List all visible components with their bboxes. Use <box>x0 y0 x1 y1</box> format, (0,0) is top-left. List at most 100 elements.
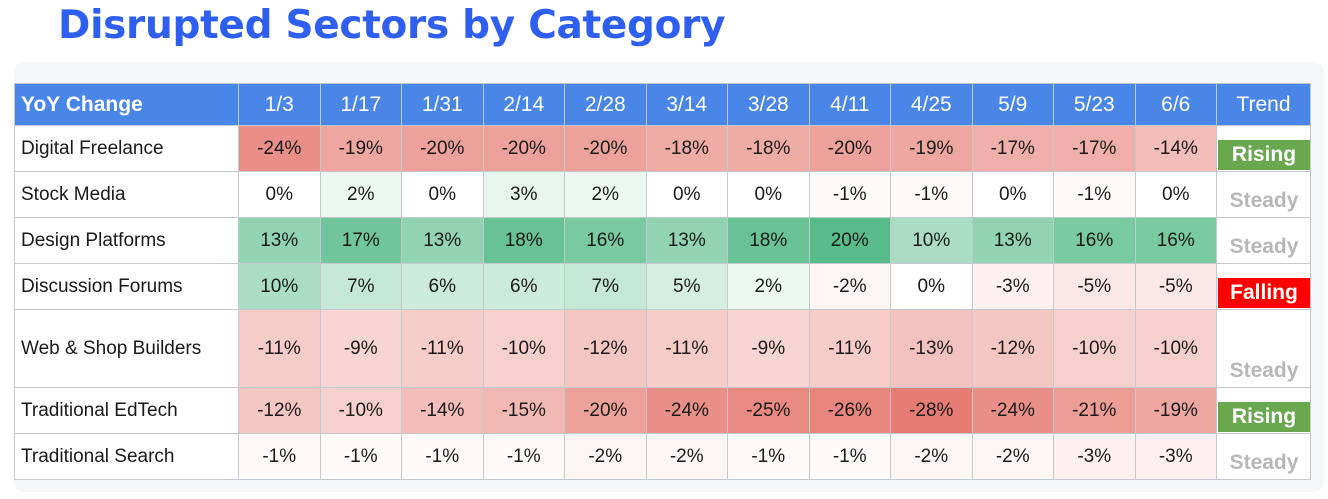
value-cell: -20% <box>564 125 647 172</box>
value-cell: 10% <box>890 217 973 264</box>
value-cell: -26% <box>808 387 891 434</box>
row-label-discussion-forums: Discussion Forums <box>14 263 239 310</box>
value-cell: -19% <box>319 125 402 172</box>
value-cell: -1% <box>727 433 810 480</box>
value-cell: -5% <box>1053 263 1136 310</box>
page-title: Disrupted Sectors by Category <box>58 3 726 48</box>
value-cell: -18% <box>645 125 728 172</box>
value-cell: 18% <box>727 217 810 264</box>
value-cell: 2% <box>564 171 647 218</box>
column-header: 3/28 <box>727 83 810 126</box>
column-header: 2/14 <box>482 83 565 126</box>
row-label-design-platforms: Design Platforms <box>14 217 239 264</box>
value-cell: -11% <box>645 309 728 388</box>
column-header: 1/17 <box>319 83 402 126</box>
value-cell: -1% <box>808 171 891 218</box>
table-row: Web & Shop Builders -11% -9% -11% -10% -12% -1… <box>14 309 1311 388</box>
value-cell: -3% <box>971 263 1054 310</box>
value-cell: -14% <box>401 387 484 434</box>
row-label-traditional-edtech: Traditional EdTech <box>14 387 239 434</box>
value-cell: -12% <box>564 309 647 388</box>
row-label-web-and-shop-builders: Web & Shop Builders <box>14 309 239 388</box>
trend-badge-rising: Rising <box>1218 140 1310 170</box>
value-cell: -12% <box>971 309 1054 388</box>
trend-badge-falling: Falling <box>1218 278 1310 308</box>
value-cell: -17% <box>1053 125 1136 172</box>
value-cell: 18% <box>482 217 565 264</box>
value-cell: -3% <box>1053 433 1136 480</box>
value-cell: -28% <box>890 387 973 434</box>
value-cell: -24% <box>971 387 1054 434</box>
value-cell: -12% <box>238 387 321 434</box>
table-row: Traditional Search -1% -1% -1% -1% -2% -2% -1% -… <box>14 433 1311 480</box>
value-cell: 17% <box>319 217 402 264</box>
value-cell: 7% <box>564 263 647 310</box>
value-cell: -10% <box>319 387 402 434</box>
column-header: 2/28 <box>564 83 647 126</box>
value-cell: -20% <box>482 125 565 172</box>
value-cell: 2% <box>319 171 402 218</box>
header-row: YoY Change 1/3 1/17 1/31 2/14 2/28 3/14 … <box>14 83 1311 126</box>
value-cell: -11% <box>808 309 891 388</box>
trend-badge-steady: Steady <box>1229 235 1299 258</box>
value-cell: 16% <box>1053 217 1136 264</box>
trend-cell: Steady <box>1216 433 1311 480</box>
value-cell: 0% <box>238 171 321 218</box>
trend-badge-rising: Rising <box>1218 402 1310 432</box>
value-cell: -11% <box>401 309 484 388</box>
table-row: Design Platforms 13% 17% 13% 18% 16% 13% 18% 20%… <box>14 217 1311 264</box>
value-cell: 13% <box>238 217 321 264</box>
value-cell: -19% <box>1134 387 1217 434</box>
value-cell: -9% <box>319 309 402 388</box>
value-cell: 0% <box>971 171 1054 218</box>
value-cell: -1% <box>482 433 565 480</box>
value-cell: -9% <box>727 309 810 388</box>
value-cell: -1% <box>808 433 891 480</box>
value-cell: -21% <box>1053 387 1136 434</box>
row-label-stock-media: Stock Media <box>14 171 239 218</box>
trend-badge-steady: Steady <box>1229 359 1299 382</box>
value-cell: 13% <box>401 217 484 264</box>
value-cell: -10% <box>1053 309 1136 388</box>
value-cell: -2% <box>890 433 973 480</box>
value-cell: -20% <box>808 125 891 172</box>
value-cell: -17% <box>971 125 1054 172</box>
value-cell: -3% <box>1134 433 1217 480</box>
table-row: Discussion Forums 10% 7% 6% 6% 7% 5% 2% -2% 0% -3%… <box>14 263 1311 310</box>
value-cell: -24% <box>238 125 321 172</box>
value-cell: -5% <box>1134 263 1217 310</box>
value-cell: -1% <box>890 171 973 218</box>
value-cell: 6% <box>482 263 565 310</box>
value-cell: 16% <box>564 217 647 264</box>
column-header: 6/6 <box>1134 83 1217 126</box>
value-cell: 0% <box>1134 171 1217 218</box>
value-cell: -18% <box>727 125 810 172</box>
value-cell: -1% <box>319 433 402 480</box>
trend-badge-steady: Steady <box>1229 189 1299 212</box>
value-cell: 20% <box>808 217 891 264</box>
trend-cell: Rising <box>1216 387 1311 434</box>
value-cell: -24% <box>645 387 728 434</box>
row-label-traditional-search: Traditional Search <box>14 433 239 480</box>
row-label-digital-freelance: Digital Freelance <box>14 125 239 172</box>
trend-badge-steady: Steady <box>1229 451 1299 474</box>
value-cell: -19% <box>890 125 973 172</box>
value-cell: -11% <box>238 309 321 388</box>
table-row: Digital Freelance -24% -19% -20% -20% -20% -18… <box>14 125 1311 172</box>
value-cell: -2% <box>808 263 891 310</box>
value-cell: -10% <box>1134 309 1217 388</box>
value-cell: -2% <box>645 433 728 480</box>
trend-cell: Steady <box>1216 217 1311 264</box>
value-cell: -1% <box>238 433 321 480</box>
trend-cell: Rising <box>1216 125 1311 172</box>
value-cell: 7% <box>319 263 402 310</box>
table-row: Traditional EdTech -12% -10% -14% -15% -20% -2… <box>14 387 1311 434</box>
column-header: 5/23 <box>1053 83 1136 126</box>
value-cell: -15% <box>482 387 565 434</box>
value-cell: -2% <box>971 433 1054 480</box>
value-cell: -2% <box>564 433 647 480</box>
value-cell: -13% <box>890 309 973 388</box>
value-cell: -20% <box>401 125 484 172</box>
yoy-change-table: YoY Change 1/3 1/17 1/31 2/14 2/28 3/14 … <box>14 83 1311 480</box>
column-header: 5/9 <box>971 83 1054 126</box>
